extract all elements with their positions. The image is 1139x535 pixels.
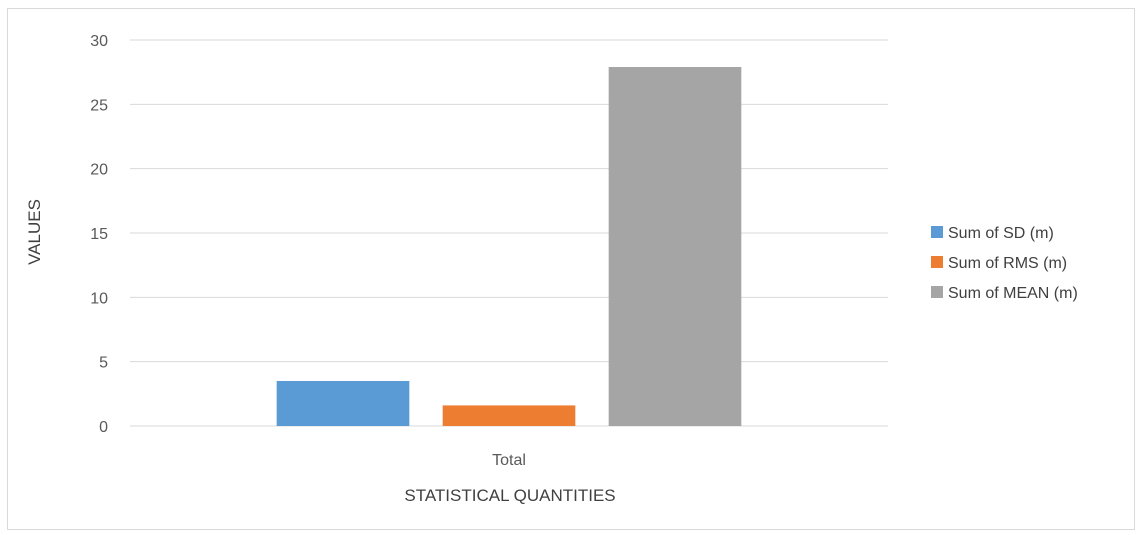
bar	[277, 381, 410, 426]
legend-swatch	[931, 256, 943, 268]
gridlines	[130, 40, 888, 426]
y-tick-labels: 0 5 10 15 20 25 30	[90, 33, 108, 436]
y-tick-label: 25	[90, 97, 108, 114]
legend-swatch	[931, 226, 943, 238]
y-tick-label: 0	[99, 419, 108, 436]
bars	[277, 67, 742, 426]
y-tick-label: 30	[90, 33, 108, 50]
legend-swatch	[931, 286, 943, 298]
x-axis-title: STATISTICAL QUANTITIES	[404, 486, 615, 505]
y-axis-title: VALUES	[25, 199, 44, 265]
y-tick-label: 5	[99, 355, 108, 372]
legend: Sum of SD (m) Sum of RMS (m) Sum of MEAN (…	[931, 225, 1078, 302]
legend-label: Sum of RMS (m)	[948, 255, 1067, 272]
bar	[609, 67, 742, 426]
legend-label: Sum of MEAN (m)	[948, 285, 1078, 302]
y-tick-label: 15	[90, 226, 108, 243]
y-tick-label: 20	[90, 162, 108, 179]
bar	[443, 405, 576, 426]
legend-label: Sum of SD (m)	[948, 225, 1054, 242]
y-tick-label: 10	[90, 290, 108, 307]
x-tick-label: Total	[492, 452, 526, 469]
x-tick-labels: Total	[492, 452, 526, 469]
